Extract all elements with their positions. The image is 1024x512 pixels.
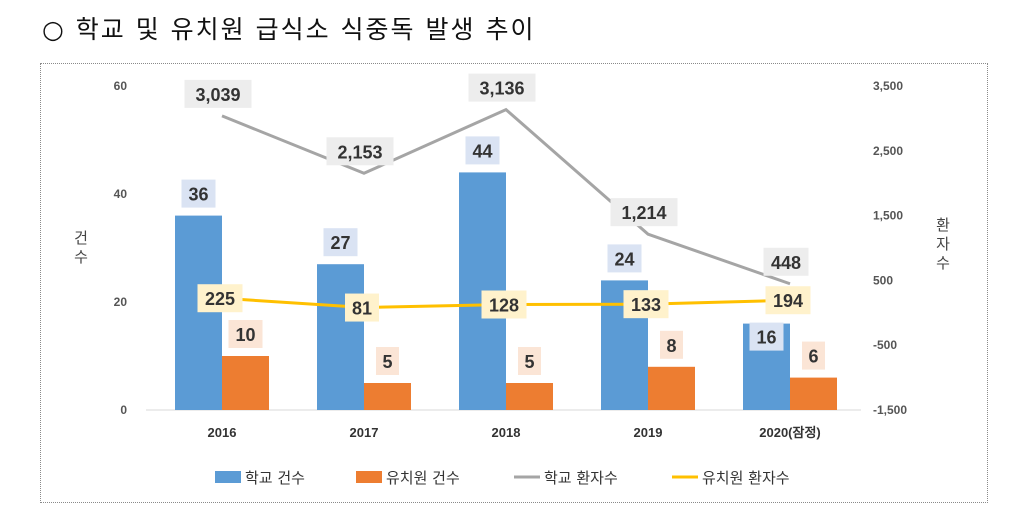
y2-axis-title-char: 환 xyxy=(936,216,950,234)
data-label-school-patients: 3,136 xyxy=(479,79,524,99)
data-label-kindergarten-count-bg xyxy=(518,347,541,375)
data-label-kindergarten-count: 5 xyxy=(382,352,392,372)
data-label-kindergarten-patients: 128 xyxy=(489,296,519,316)
line-school-patients xyxy=(221,107,791,286)
y-tick-label: 60 xyxy=(114,79,128,93)
data-label-kindergarten-patients-bg xyxy=(345,293,379,322)
data-label-kindergarten-patients-bg xyxy=(197,284,243,313)
y2-axis-title-char: 자 xyxy=(936,235,950,253)
data-label-school-count: 24 xyxy=(614,249,634,269)
data-label-kindergarten-patients-bg xyxy=(623,290,669,319)
legend-label: 유치원 건수 xyxy=(386,469,460,487)
chart-svg: 0204060-1,500-5005001,5002,5003,500건수환자수… xyxy=(74,73,950,487)
data-label-school-patients-bg xyxy=(468,73,536,102)
bar-kindergarten xyxy=(790,377,837,410)
data-label-school-patients: 448 xyxy=(771,253,801,273)
data-label-school-patients-bg xyxy=(326,137,394,166)
data-label-kindergarten-patients-bg xyxy=(765,286,811,315)
y-axis-title-char: 수 xyxy=(74,248,88,266)
data-label-kindergarten-count: 6 xyxy=(808,347,818,367)
legend-swatch xyxy=(215,471,241,483)
data-label-kindergarten-patients-bg xyxy=(481,290,527,319)
data-label-kindergarten-count: 5 xyxy=(524,352,534,372)
data-label-school-patients-bg xyxy=(610,198,678,227)
data-label-kindergarten-count-bg xyxy=(228,320,263,348)
data-label-school-patients-bg xyxy=(763,247,809,276)
y-tick-label: 40 xyxy=(114,187,128,201)
y-tick-label: 0 xyxy=(120,403,127,417)
data-label-kindergarten-count: 10 xyxy=(235,325,255,345)
data-label-kindergarten-count-bg xyxy=(376,347,399,375)
data-label-kindergarten-patients: 194 xyxy=(773,291,803,311)
data-label-school-count-bg xyxy=(181,179,216,208)
y2-tick-label: 2,500 xyxy=(873,144,903,158)
data-label-school-count-bg xyxy=(465,136,500,165)
bar-kindergarten xyxy=(222,356,269,410)
bar-kindergarten xyxy=(364,383,411,410)
x-tick-label: 2020(잠정) xyxy=(759,425,821,440)
y2-tick-label: -500 xyxy=(873,338,897,352)
data-label-school-count: 44 xyxy=(472,141,492,161)
bar-school xyxy=(317,264,364,410)
page-title: ○ 학교 및 유치원 급식소 식중독 발생 추이 xyxy=(42,15,536,44)
data-label-school-count: 27 xyxy=(330,233,350,253)
data-label-kindergarten-count-bg xyxy=(660,330,683,359)
y2-tick-label: 3,500 xyxy=(873,79,903,93)
data-label-school-patients: 3,039 xyxy=(195,85,240,105)
bar-school xyxy=(175,215,222,410)
y2-axis-title-char: 수 xyxy=(936,254,950,272)
bar-kindergarten xyxy=(648,366,695,410)
x-tick-label: 2019 xyxy=(634,425,663,440)
data-label-school-count-bg xyxy=(323,228,358,257)
y-axis-title-char: 건 xyxy=(74,229,88,247)
x-tick-label: 2017 xyxy=(350,425,379,440)
legend-label: 학교 건수 xyxy=(245,469,305,487)
y-tick-label: 20 xyxy=(114,295,128,309)
data-label-kindergarten-patients: 81 xyxy=(352,299,372,319)
legend-swatch xyxy=(356,471,382,483)
y2-tick-label: 1,500 xyxy=(873,209,903,223)
x-tick-label: 2018 xyxy=(492,425,521,440)
x-tick-label: 2016 xyxy=(208,425,237,440)
data-label-school-count: 36 xyxy=(188,185,208,205)
data-label-kindergarten-patients: 133 xyxy=(631,295,661,315)
data-label-school-patients-bg xyxy=(184,79,252,108)
bar-kindergarten xyxy=(506,383,553,410)
data-label-kindergarten-count-bg xyxy=(802,341,825,370)
y2-tick-label: -1,500 xyxy=(873,403,907,417)
legend-label: 학교 환자수 xyxy=(544,469,618,487)
chart-frame: 0 20 40 60 -1,500 -500 500 1,500 2,500 3,500 건 수 환 자 수… xyxy=(40,63,988,503)
data-label-school-patients: 2,153 xyxy=(337,142,382,162)
y2-tick-label: 500 xyxy=(873,273,893,287)
data-label-school-count-bg xyxy=(607,244,642,273)
data-label-school-count-bg xyxy=(749,322,784,351)
data-label-school-patients: 1,214 xyxy=(621,203,666,223)
data-label-kindergarten-count: 8 xyxy=(666,336,676,356)
data-label-kindergarten-patients: 225 xyxy=(205,289,235,309)
data-label-school-count: 16 xyxy=(756,328,776,348)
legend-label: 유치원 환자수 xyxy=(702,469,790,487)
